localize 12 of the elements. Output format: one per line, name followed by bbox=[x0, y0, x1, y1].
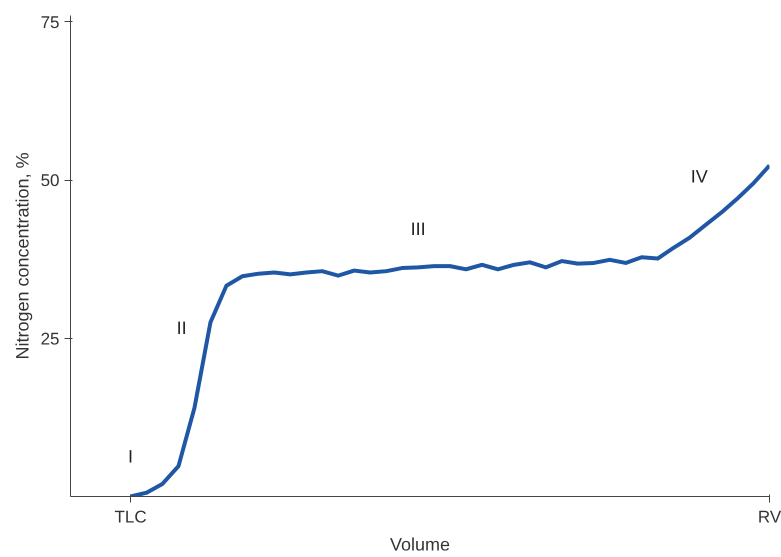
x-tick-label: TLC bbox=[114, 508, 147, 526]
y-tick-label: 50 bbox=[40, 171, 60, 190]
annotation: I bbox=[128, 446, 134, 467]
line-series bbox=[128, 163, 770, 496]
y-tick-label: 25 bbox=[40, 329, 60, 348]
y-axis-title: Nitrogen concentration, % bbox=[12, 152, 33, 360]
annotation: IV bbox=[690, 166, 708, 186]
x-tick-label: RV bbox=[758, 508, 781, 526]
annotation: II bbox=[176, 318, 187, 338]
annotation: III bbox=[410, 219, 426, 240]
y-tick-label: 75 bbox=[40, 12, 60, 32]
x-axis-title: Volume bbox=[390, 534, 450, 554]
